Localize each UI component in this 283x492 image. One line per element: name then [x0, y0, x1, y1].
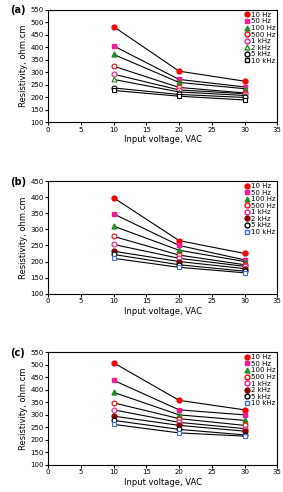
Text: (b): (b) [10, 177, 26, 186]
Legend: 10 Hz, 50 Hz, 100 Hz, 500 Hz, 1 kHz, 2 kHz, 5 kHz, 10 kHz: 10 Hz, 50 Hz, 100 Hz, 500 Hz, 1 kHz, 2 k… [245, 354, 276, 407]
Y-axis label: Resistivity, ohm.cm: Resistivity, ohm.cm [19, 196, 28, 278]
Legend: 10 Hz, 50 Hz, 100 Hz, 500 Hz, 1 kHz, 2 kHz, 5 kHz, 10 kHz: 10 Hz, 50 Hz, 100 Hz, 500 Hz, 1 kHz, 2 k… [245, 183, 276, 236]
Text: (a): (a) [10, 5, 26, 15]
Legend: 10 Hz, 50 Hz, 100 Hz, 500 Hz, 1 kHz, 2 kHz, 5 kHz, 10 kHz: 10 Hz, 50 Hz, 100 Hz, 500 Hz, 1 kHz, 2 k… [245, 11, 276, 64]
X-axis label: Input voltage, VAC: Input voltage, VAC [124, 135, 202, 145]
Y-axis label: Resistivity, ohm.cm: Resistivity, ohm.cm [19, 25, 28, 107]
X-axis label: Input voltage, VAC: Input voltage, VAC [124, 478, 202, 487]
Text: (c): (c) [10, 348, 25, 358]
X-axis label: Input voltage, VAC: Input voltage, VAC [124, 307, 202, 316]
Y-axis label: Resistivity, ohm.cm: Resistivity, ohm.cm [19, 368, 28, 450]
